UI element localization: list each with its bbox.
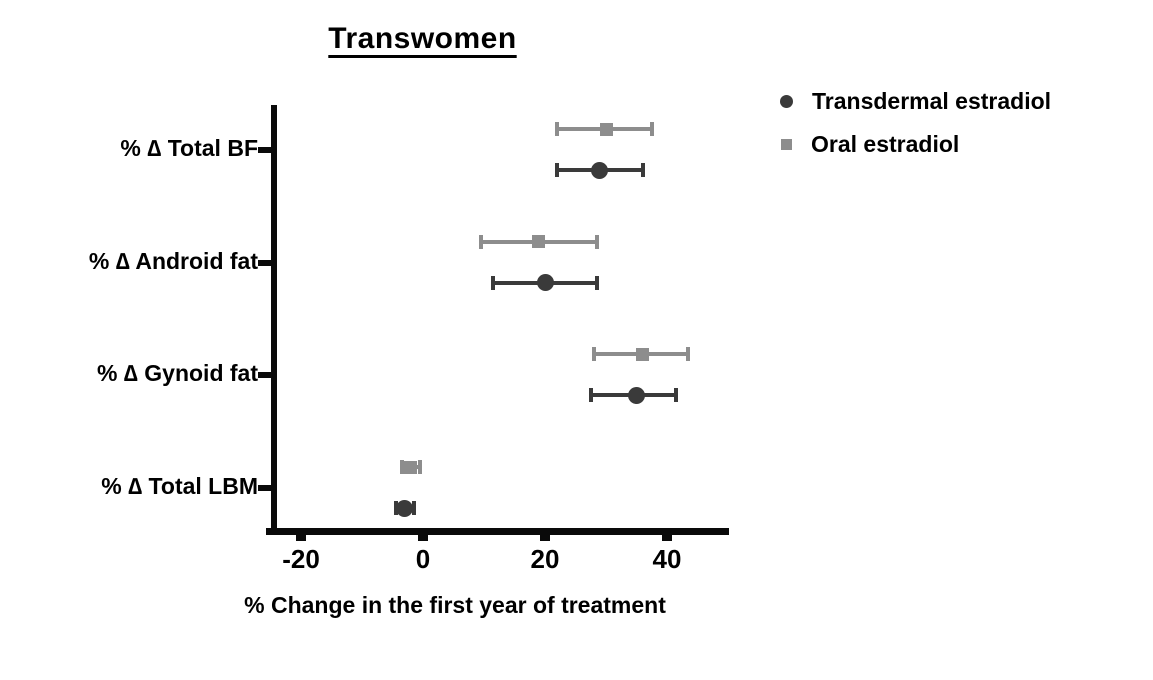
error-bar-cap-left <box>478 234 483 249</box>
y-axis-line <box>271 105 277 535</box>
data-point-circle <box>396 499 414 517</box>
error-bar-cap-right <box>649 122 654 136</box>
y-category-label: % ∆ Gynoid fat <box>96 360 258 387</box>
y-axis-tick <box>258 259 271 266</box>
legend: Transdermal estradiol Oral estradiol <box>780 88 1051 157</box>
legend-label-transdermal: Transdermal estradiol <box>812 87 1052 114</box>
x-tick-label: 40 <box>652 544 682 574</box>
x-axis-line <box>266 528 729 535</box>
error-bar-cap-left <box>591 347 596 362</box>
y-category-label: % ∆ Total LBM <box>101 473 258 500</box>
x-tick-label: 0 <box>415 544 431 574</box>
x-tick-label: 20 <box>530 544 560 574</box>
data-point-circle <box>536 274 554 292</box>
chart-title: Transwomen <box>328 22 517 55</box>
legend-item-transdermal-estradiol: Transdermal estradiol <box>780 88 1051 114</box>
square-marker-icon <box>781 138 792 150</box>
error-bar-cap-right <box>640 163 645 177</box>
data-point-square <box>636 347 650 361</box>
y-category-label: % ∆ Total BF <box>120 135 258 161</box>
data-point-square <box>599 122 613 136</box>
y-axis-tick <box>258 147 271 153</box>
x-axis-label: % Change in the first year of treatment <box>244 592 666 618</box>
error-bar-cap-left <box>555 122 560 136</box>
data-point-square <box>404 460 418 474</box>
data-point-circle <box>628 386 645 404</box>
error-bar-cap-left <box>555 163 560 177</box>
error-bar-cap-left <box>393 501 398 516</box>
x-axis-tick <box>540 535 550 541</box>
y-axis-tick <box>258 372 271 379</box>
data-point-square <box>532 235 546 249</box>
x-axis-tick <box>296 535 306 541</box>
error-bar-cap-right <box>686 347 691 362</box>
error-bar-cap-left <box>491 275 496 290</box>
legend-label-oral: Oral estradiol <box>811 130 960 157</box>
x-axis-tick <box>662 535 672 541</box>
error-bar-cap-left <box>588 388 593 403</box>
y-axis-tick <box>258 485 271 492</box>
y-category-label: % ∆ Android fat <box>88 247 258 274</box>
circle-marker-icon <box>780 94 793 108</box>
error-bar-cap-right <box>594 275 599 290</box>
x-axis-tick <box>418 535 428 541</box>
x-tick-label: -20 <box>282 544 320 574</box>
error-bar-cap-left <box>399 460 404 475</box>
error-bar-cap-right <box>594 234 599 249</box>
error-bar-cap-right <box>417 460 422 475</box>
error-bar-cap-right <box>674 388 679 403</box>
legend-item-oral-estradiol: Oral estradiol <box>780 131 1051 157</box>
error-bar-cap-right <box>411 501 416 516</box>
data-point-circle <box>591 161 609 179</box>
